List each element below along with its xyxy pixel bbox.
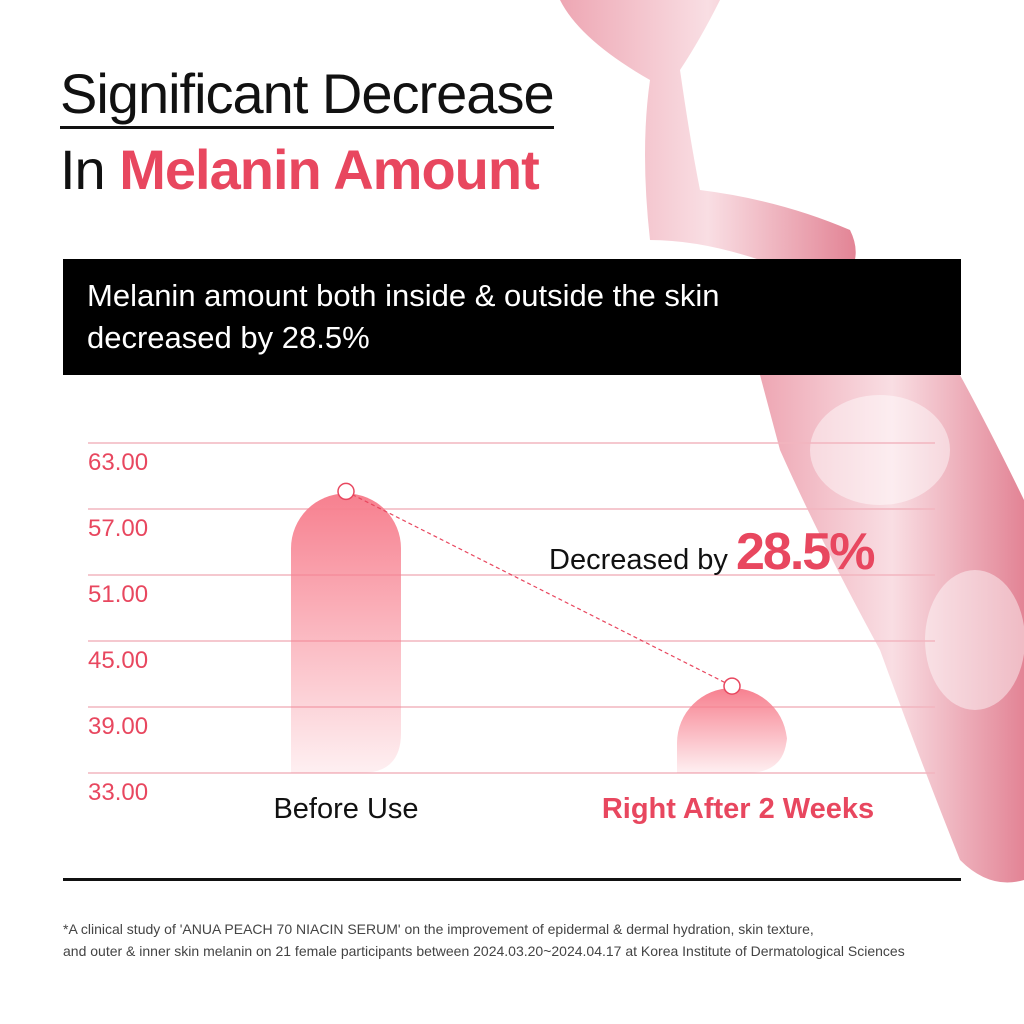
divider xyxy=(63,878,961,881)
title-prefix: In xyxy=(60,138,120,201)
data-point-marker xyxy=(337,482,355,501)
y-tick-label: 57.00 xyxy=(88,515,148,542)
title-highlight: Melanin Amount xyxy=(119,138,539,201)
title-line-2: In Melanin Amount xyxy=(60,138,540,202)
title-line-1: Significant Decrease xyxy=(60,62,555,129)
footnote: *A clinical study of 'ANUA PEACH 70 NIAC… xyxy=(63,918,983,962)
y-tick-label: 33.00 xyxy=(88,779,148,806)
y-tick-label: 63.00 xyxy=(88,449,148,476)
summary-banner: Melanin amount both inside & outside the… xyxy=(63,259,961,375)
trend-connector-line xyxy=(345,490,733,687)
y-tick-label: 45.00 xyxy=(88,647,148,674)
footnote-line-2: and outer & inner skin melanin on 21 fem… xyxy=(63,943,905,959)
banner-line-2: decreased by 28.5% xyxy=(87,320,370,355)
y-tick-label: 51.00 xyxy=(88,581,148,608)
callout-value: 28.5% xyxy=(736,523,875,581)
y-tick-label: 39.00 xyxy=(88,713,148,740)
x-label-before-use: Before Use xyxy=(273,793,419,825)
decrease-callout: Decreased by 28.5% xyxy=(549,522,875,582)
data-point-marker xyxy=(723,677,741,695)
bar-before-use xyxy=(291,493,401,773)
callout-prefix: Decreased by xyxy=(549,544,736,576)
x-label-after-2-weeks: Right After 2 Weeks xyxy=(601,793,875,825)
banner-line-1: Melanin amount both inside & outside the… xyxy=(87,278,720,313)
bar-after-2-weeks xyxy=(677,688,787,773)
footnote-line-1: *A clinical study of 'ANUA PEACH 70 NIAC… xyxy=(63,921,814,937)
